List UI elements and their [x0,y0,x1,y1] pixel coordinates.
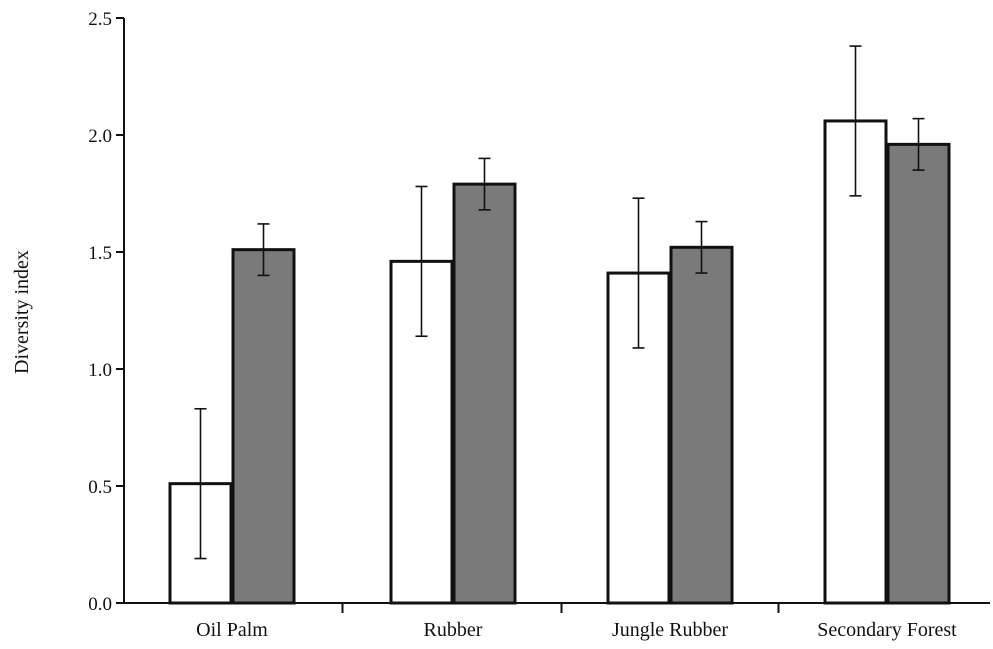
x-category-label: Jungle Rubber [612,619,728,641]
bar-gray-2 [669,245,734,605]
y-tick-label: 2.5 [88,9,112,30]
bar-gray-3 [886,142,951,605]
y-tick-label: 2.0 [88,126,112,147]
bar-gray-1 [452,182,517,605]
y-tick-label: 0.5 [88,477,112,498]
y-tick-label: 0.0 [88,594,112,615]
x-category-label: Oil Palm [196,619,268,641]
y-tick-label: 1.0 [88,360,112,381]
y-tick-label: 1.5 [88,243,112,264]
x-category-label: Rubber [424,619,483,641]
y-axis-title: Diversity index [11,250,33,374]
x-category-label: Secondary Forest [817,619,957,641]
bar-white-1 [389,259,454,605]
bar-gray-0 [231,248,296,605]
